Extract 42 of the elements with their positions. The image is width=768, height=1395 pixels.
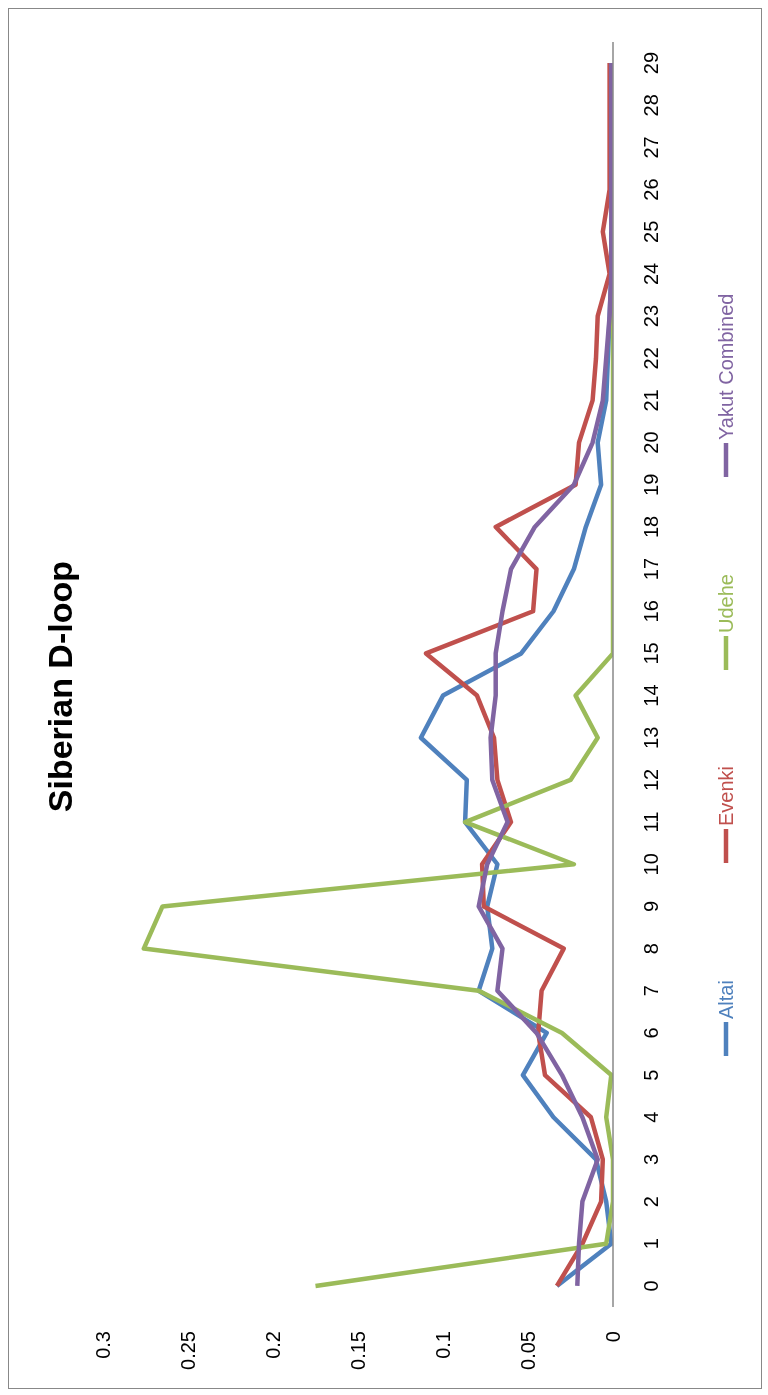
text: Siberian D-loop: [41, 560, 80, 813]
text: Yakut Combined: [715, 293, 737, 440]
x-tick-label: 0.2: [262, 1331, 284, 1359]
x-tick-label: 0.1: [432, 1331, 454, 1359]
y-tick-label: 21: [640, 389, 662, 412]
y-tick-label: 18: [640, 515, 662, 539]
text: Evenki: [715, 765, 737, 826]
y-tick-label: 15: [640, 642, 662, 665]
y-tick-label: 23: [640, 304, 662, 328]
y-tick-label: 17: [640, 557, 662, 581]
y-tick-label: 7: [640, 985, 662, 997]
y-tick-label: 22: [640, 347, 662, 370]
y-tick-label: 14: [640, 684, 662, 707]
y-tick-label: 24: [640, 262, 662, 286]
y-tick-label: 9: [640, 900, 662, 912]
y-tick-label: 8: [640, 943, 662, 955]
y-tick-label: 29: [640, 51, 662, 75]
y-tick-label: 5: [640, 1069, 662, 1081]
text: Udehe: [715, 574, 737, 633]
y-tick-label: 20: [640, 431, 662, 454]
y-tick-label: 12: [640, 768, 662, 792]
x-tick-label: 0.05: [517, 1331, 539, 1370]
y-tick-label: 25: [640, 220, 662, 243]
y-tick-label: 28: [640, 94, 662, 117]
y-tick-label: 27: [640, 136, 662, 159]
y-tick-label: 2: [640, 1196, 662, 1208]
x-tick-label: 0.25: [177, 1331, 199, 1370]
y-tick-label: 1: [640, 1238, 662, 1250]
y-tick-label: 10: [640, 853, 662, 876]
y-tick-label: 11: [640, 811, 662, 833]
y-tick-label: 19: [640, 473, 662, 496]
text: Altai: [715, 980, 737, 1019]
y-tick-label: 3: [640, 1153, 662, 1165]
y-tick-label: 16: [640, 600, 662, 623]
x-tick-label: 0: [602, 1331, 624, 1343]
y-tick-label: 0: [640, 1280, 662, 1292]
y-tick-label: 6: [640, 1027, 662, 1039]
y-tick-label: 26: [640, 178, 662, 201]
x-tick-label: 0.3: [92, 1331, 114, 1359]
y-tick-label: 13: [640, 726, 662, 749]
y-tick-label: 4: [640, 1111, 662, 1123]
x-tick-label: 0.15: [347, 1331, 369, 1370]
